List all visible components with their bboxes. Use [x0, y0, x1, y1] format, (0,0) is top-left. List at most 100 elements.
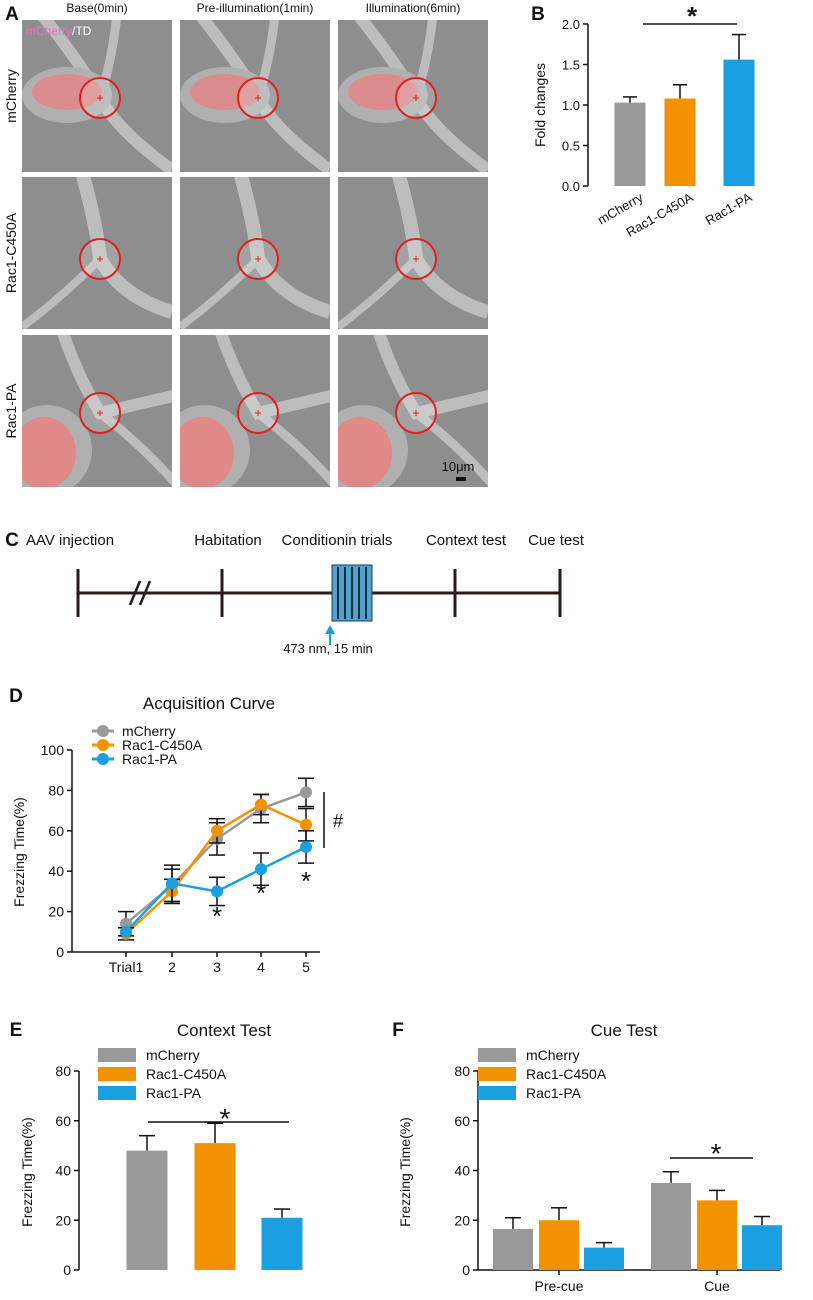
- y-axis-label: Frezzing Time(%): [19, 1117, 35, 1227]
- y-tick-label: 0.5: [562, 139, 580, 154]
- error-bar: [207, 1122, 223, 1144]
- legend-label: mCherry: [526, 1047, 580, 1063]
- y-tick-label: 1.0: [562, 98, 580, 113]
- legend-swatch: [98, 1086, 136, 1100]
- significance-star: *: [220, 1103, 231, 1134]
- micrograph-tile: [22, 20, 172, 172]
- legend-swatch: [98, 1067, 136, 1081]
- error-bar: [673, 84, 687, 99]
- overlay-label: mCherry/TD: [26, 24, 92, 38]
- scale-bar: [456, 477, 466, 481]
- y-tick-label: 0.0: [562, 179, 580, 194]
- y-axis-label: Frezzing Time(%): [11, 797, 27, 907]
- y-tick-label: 20: [48, 904, 64, 920]
- neurite: [22, 256, 103, 329]
- timeline-stage: Cue test: [528, 532, 585, 549]
- neurite: [57, 335, 172, 420]
- column-title: Pre-illumination(1min): [197, 1, 314, 15]
- data-point: [255, 798, 267, 811]
- panel-label-c: C: [5, 530, 19, 551]
- y-tick-label: 20: [454, 1212, 470, 1228]
- error-bar: [732, 33, 746, 60]
- error-bar: [551, 1207, 567, 1221]
- data-point: [211, 824, 223, 837]
- neurite: [413, 409, 488, 487]
- panel-c: C AAV injection Habitation Conditionin tria…: [5, 530, 585, 656]
- neurite: [97, 409, 172, 487]
- micrograph-tile: [180, 335, 330, 487]
- panel-label-a: A: [5, 4, 19, 25]
- y-axis-label: Fold changes: [532, 63, 548, 147]
- row-label: Rac1-C450A: [3, 212, 19, 293]
- overlay-mcherry: mCherry: [26, 24, 72, 38]
- y-tick-label: 60: [454, 1113, 470, 1129]
- bar: [614, 102, 646, 186]
- panel-f: F Cue Test 0 20 40 60 80 Frezzing Time(%) Pre-cu…: [392, 1020, 782, 1294]
- bar: [651, 1182, 691, 1270]
- error-bar: [754, 1215, 770, 1226]
- error-bar: [596, 1241, 612, 1248]
- micrograph-tile: [338, 20, 488, 172]
- micrograph-tile: [180, 20, 330, 172]
- data-point: [166, 877, 178, 890]
- panel-e: E Context Test 0 20 40 60 80 Frezzing Time(%) mC…: [10, 1020, 303, 1278]
- hash-label: #: [333, 811, 343, 831]
- data-point: [300, 840, 312, 853]
- y-tick-label: 0: [63, 1262, 71, 1278]
- micrograph-tile: [180, 177, 330, 329]
- significance-star: *: [711, 1138, 722, 1169]
- fluorescence-patch: [180, 417, 234, 487]
- bar: [539, 1220, 579, 1270]
- scale-bar-label: 10μm: [442, 459, 475, 474]
- y-tick-label: 60: [55, 1113, 71, 1129]
- micrograph-tile: [22, 335, 172, 487]
- y-tick-label: 0: [462, 1262, 470, 1278]
- legend-label: Rac1-C450A: [122, 737, 203, 753]
- bar: [126, 1150, 168, 1270]
- x-tick-label: 2: [168, 959, 176, 975]
- neurite: [180, 256, 261, 329]
- neurite: [338, 256, 419, 329]
- legend-label: mCherry: [122, 723, 176, 739]
- fluorescence-patch: [190, 74, 260, 110]
- panel-d: D Acquisition Curve 0 20 40 60 80 100 Trial1 2 3 4 5…: [9, 686, 343, 975]
- micrograph-tile: [22, 177, 172, 329]
- bar: [194, 1143, 236, 1270]
- error-bar: [505, 1217, 521, 1229]
- legend-label: Rac1-C450A: [146, 1066, 227, 1082]
- x-tick-label: Cue: [704, 1278, 730, 1294]
- column-title: Illumination(6min): [366, 1, 461, 15]
- micrograph-tile: [338, 177, 488, 329]
- error-bar: [623, 96, 637, 103]
- y-tick-label: 0: [56, 944, 64, 960]
- legend-label: Rac1-C450A: [526, 1066, 607, 1082]
- legend-swatch: [478, 1048, 516, 1062]
- panel-label-f: F: [392, 1020, 404, 1041]
- y-tick-label: 40: [454, 1163, 470, 1179]
- legend-label: mCherry: [146, 1047, 200, 1063]
- bar: [723, 59, 755, 186]
- timeline-stage: Conditionin trials: [282, 532, 393, 549]
- row-label: mCherry: [3, 69, 19, 123]
- row-label: Rac1-PA: [3, 383, 19, 439]
- data-point: [120, 925, 132, 938]
- x-tick-label: 3: [213, 959, 221, 975]
- y-tick-label: 60: [48, 823, 64, 839]
- bar: [664, 98, 696, 186]
- bar: [261, 1217, 303, 1270]
- x-tick-label: 4: [257, 959, 265, 975]
- legend-label: Rac1-PA: [526, 1085, 582, 1101]
- significance-star: *: [256, 878, 266, 908]
- neurite: [215, 335, 330, 420]
- bar: [584, 1247, 624, 1270]
- timeline-stage: AAV injection: [26, 532, 114, 549]
- bar: [493, 1228, 533, 1270]
- legend-swatch: [98, 1048, 136, 1062]
- data-point: [255, 863, 267, 876]
- y-tick-label: 2.0: [562, 17, 580, 32]
- significance-star: *: [212, 901, 222, 931]
- panel-label-b: B: [531, 4, 545, 25]
- micrograph-tile: [338, 335, 488, 487]
